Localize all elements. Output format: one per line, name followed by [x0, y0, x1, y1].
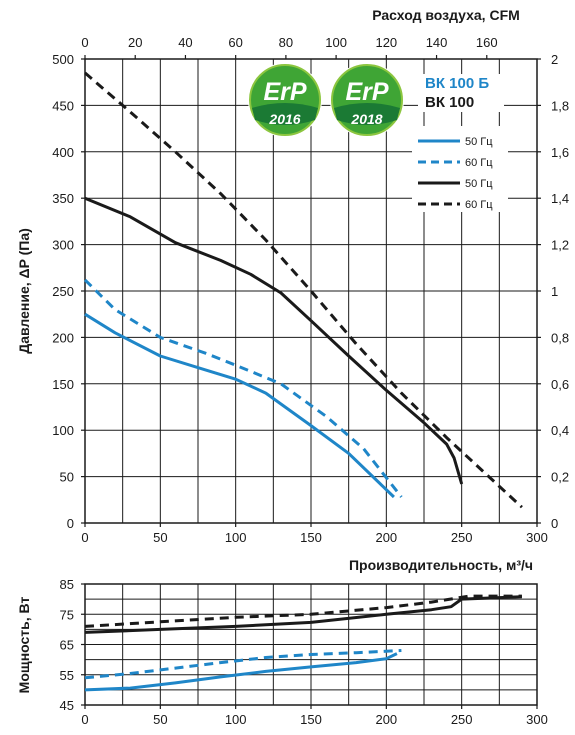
- legend-label-vk100-60hz: 60 Гц: [465, 199, 493, 211]
- pressure-plot-ticks: 0 50 100 150 200 250 3000501001502002503003504…: [52, 35, 569, 545]
- x2-tick-label: 140: [426, 35, 448, 50]
- power-curve-vk100b-60hz: [84, 649, 402, 680]
- y2-tick-label: 1: [551, 284, 558, 299]
- x-tick-label: 300: [526, 712, 548, 727]
- y-tick-label: 450: [52, 98, 74, 113]
- x-tick-label: 300: [526, 530, 548, 545]
- power-plot-frame: [84, 583, 538, 706]
- pressure-curve-vk100-50hz: [84, 196, 464, 485]
- y2-tick-label: 0,8: [551, 330, 569, 345]
- y2-tick-label: 1,6: [551, 145, 569, 160]
- x2-tick-label: 20: [128, 35, 142, 50]
- y-tick-label: 50: [60, 470, 74, 485]
- power-curves: [84, 594, 522, 692]
- y-tick-label: 55: [60, 668, 74, 683]
- y2-tick-label: 0: [551, 516, 558, 531]
- legend-label-vk100b-50hz: 50 Гц: [465, 136, 493, 148]
- x-tick-label: 50: [153, 530, 167, 545]
- x-tick-label: 150: [300, 712, 322, 727]
- x2-tick-label: 40: [178, 35, 192, 50]
- y-tick-label: 500: [52, 52, 74, 67]
- x-tick-label: 100: [225, 712, 247, 727]
- model-label-vk100b: ВК 100 Б: [425, 75, 489, 92]
- x-tick-label: 250: [451, 712, 473, 727]
- x2-tick-label: 60: [228, 35, 242, 50]
- legend-label-vk100-50hz: 50 Гц: [465, 178, 493, 190]
- y2-tick-label: 0,2: [551, 470, 569, 485]
- x-tick-label: 100: [225, 530, 247, 545]
- x-tick-label: 0: [81, 712, 88, 727]
- y2-tick-label: 1,2: [551, 238, 569, 253]
- power-curve-vk100-60hz: [84, 594, 522, 628]
- y-tick-label: 65: [60, 638, 74, 653]
- y2-tick-label: 1,8: [551, 98, 569, 113]
- erp-2018-badge-icon: ErP 2018: [330, 63, 404, 137]
- y-tick-label: 100: [52, 423, 74, 438]
- erp-2018-badge-year: 2018: [350, 111, 382, 127]
- y-tick-label: 300: [52, 238, 74, 253]
- x-tick-label: 200: [375, 530, 397, 545]
- x-tick-label: 150: [300, 530, 322, 545]
- erp-2016-badge-label: ErP: [263, 78, 306, 106]
- x2-axis-title: Расход воздуха, CFM: [372, 7, 520, 23]
- y-tick-label: 150: [52, 377, 74, 392]
- legend-label-vk100b-60hz: 60 Гц: [465, 157, 493, 169]
- erp-2018-badge-label: ErP: [345, 78, 388, 106]
- y-tick-label: 75: [60, 607, 74, 622]
- power-plot-ticks: 0 50 100 150 200 250 300 45 55 65 75 85: [60, 577, 548, 727]
- x-tick-label: 50: [153, 712, 167, 727]
- power-curve-vk100-50hz: [84, 595, 522, 634]
- y-tick-label: 0: [67, 516, 74, 531]
- y-axis-title-power: Мощность, Вт: [16, 597, 32, 694]
- x2-tick-label: 80: [279, 35, 293, 50]
- legend-background: [412, 126, 508, 212]
- power-plot-grid: [85, 584, 537, 705]
- y2-tick-label: 1,4: [551, 191, 569, 206]
- model-label-vk100: ВК 100: [425, 94, 474, 111]
- x2-tick-label: 0: [81, 35, 88, 50]
- y-axis-title-pressure: Давление, ΔP (Па): [16, 228, 32, 354]
- erp-2016-badge-icon: ErP 2016: [248, 63, 322, 137]
- x2-tick-label: 100: [325, 35, 347, 50]
- pressure-curve-vk100b-60hz: [83, 278, 403, 498]
- y2-tick-label: 0,4: [551, 423, 569, 438]
- y2-tick-label: 2: [551, 52, 558, 67]
- y-tick-label: 400: [52, 145, 74, 160]
- y-tick-label: 45: [60, 698, 74, 713]
- y-tick-label: 350: [52, 191, 74, 206]
- y-tick-label: 250: [52, 284, 74, 299]
- pressure-curve-vk100b-50hz: [84, 312, 395, 499]
- chart-legend: 50 Гц 60 Гц 50 Гц 60 Гц: [412, 126, 508, 212]
- y-tick-label: 200: [52, 330, 74, 345]
- x2-tick-label: 120: [375, 35, 397, 50]
- pressure-plot-frame: [84, 58, 538, 524]
- pressure-curves: [83, 71, 523, 509]
- x2-tick-label: 160: [476, 35, 498, 50]
- y-tick-label: 85: [60, 577, 74, 592]
- x-tick-label: 250: [451, 530, 473, 545]
- x-axis-title-flow: Производительность, м³/ч: [349, 557, 533, 573]
- x-tick-label: 200: [375, 712, 397, 727]
- model-label-background: [418, 74, 504, 112]
- power-curve-vk100b-50hz: [84, 652, 398, 692]
- y2-tick-label: 0,6: [551, 377, 569, 392]
- erp-2016-badge-year: 2016: [268, 111, 300, 127]
- x-tick-label: 0: [81, 530, 88, 545]
